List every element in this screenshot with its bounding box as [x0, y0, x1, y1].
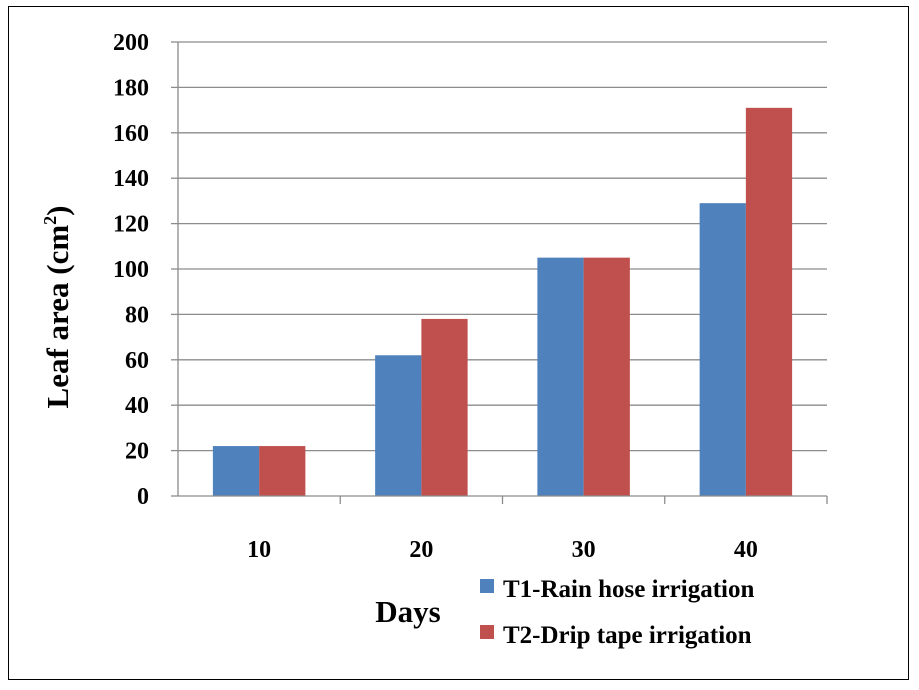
y-tick-label: 140 — [113, 166, 149, 192]
x-tick-label: 30 — [572, 537, 596, 563]
bar-t1-day-20 — [375, 355, 422, 496]
y-axis-title-superscript: 2 — [40, 216, 60, 225]
x-axis-title: Days — [375, 594, 440, 629]
bar-t1-day-10 — [212, 446, 260, 496]
legend-label: T1-Rain hose irrigation — [503, 576, 754, 603]
y-tick-label: 0 — [137, 484, 149, 510]
y-tick-labels: 0 20 40 60 80 100 120 140 160 180 200 — [113, 30, 149, 510]
y-tick-label: 60 — [125, 348, 149, 374]
bar-t2-day-40 — [745, 107, 793, 496]
legend-label: T2-Drip tape irrigation — [503, 622, 752, 649]
y-tick-label: 160 — [113, 121, 149, 147]
bars — [212, 107, 793, 497]
bar-t2-day-20 — [421, 318, 468, 496]
y-axis-title-main: Leaf area (cm — [40, 225, 75, 409]
y-axis-title-close: ) — [40, 206, 75, 216]
x-tick-label: 40 — [734, 537, 758, 563]
bar-t1-day-30 — [537, 257, 584, 496]
y-tick-label: 20 — [125, 439, 149, 465]
y-tick-label: 100 — [113, 257, 149, 283]
axes — [171, 41, 828, 504]
y-tick-label: 180 — [113, 75, 149, 101]
x-tick-labels: 10 20 30 40 — [247, 537, 758, 563]
legend-swatch — [480, 625, 494, 639]
bar-t2-day-10 — [259, 446, 306, 496]
legend-swatch — [480, 579, 494, 593]
y-tick-label: 40 — [125, 393, 149, 419]
x-tick-label: 10 — [247, 537, 271, 563]
bar-t1-day-40 — [699, 203, 746, 497]
y-axis-title: Leaf area (cm2) — [40, 206, 75, 409]
y-tick-label: 200 — [113, 30, 149, 56]
y-tick-label: 120 — [113, 212, 149, 238]
legend: T1-Rain hose irrigation T2-Drip tape irri… — [480, 576, 754, 649]
bar-t2-day-30 — [583, 257, 630, 496]
x-tick-label: 20 — [409, 537, 433, 563]
y-tick-label: 80 — [125, 302, 149, 328]
